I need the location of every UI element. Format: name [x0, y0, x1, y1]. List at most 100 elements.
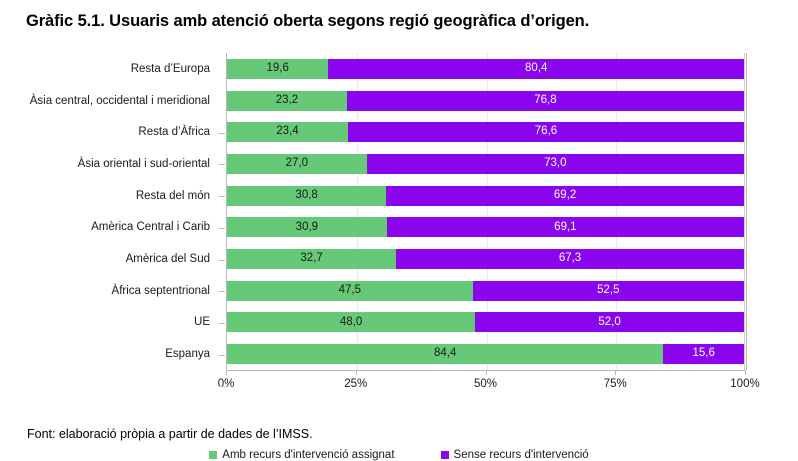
- bar-value-label: 69,1: [554, 220, 577, 233]
- y-axis-tick: [219, 386, 225, 388]
- legend-label: Sense recurs d'intervenció: [453, 449, 589, 461]
- bar-segment-without-resource[interactable]: 52,5: [472, 280, 744, 301]
- bar-value-label: 73,0: [544, 157, 567, 170]
- bar-segment-with-resource[interactable]: 48,0: [227, 312, 476, 333]
- bar-rows: 19,6 80,4 23,2 76,8 23,4 76,6 27,0 73,0 30,8 69,2…: [227, 53, 744, 370]
- bar-value-label: 69,2: [553, 188, 577, 201]
- bar-value-label: 76,6: [534, 125, 558, 138]
- bar-segment-with-resource[interactable]: 47,5: [227, 280, 473, 301]
- stacked-bar: 84,4 15,6: [227, 344, 744, 365]
- bar-row: 32,7 67,3: [227, 243, 744, 275]
- x-axis-tick-label: 50%: [473, 378, 498, 390]
- bar-value-label: 84,4: [433, 347, 457, 360]
- bar-segment-without-resource[interactable]: 80,4: [328, 58, 744, 79]
- y-axis-label: Àfrica septentrional: [111, 284, 210, 297]
- y-axis-tick: [219, 227, 225, 229]
- y-axis-tick: [219, 291, 225, 293]
- y-axis-tick: [219, 259, 225, 261]
- bar-segment-with-resource[interactable]: 32,7: [227, 249, 397, 270]
- stacked-bar: 23,4 76,6: [227, 122, 744, 143]
- bar-value-label: 80,4: [524, 62, 548, 75]
- bar-row: 23,4 76,6: [227, 116, 744, 148]
- x-axis-tick: [615, 370, 617, 375]
- footnote: Font: elaboració pròpia a partir de dade…: [27, 427, 313, 441]
- bar-value-label: 23,2: [275, 93, 299, 106]
- bar-segment-with-resource[interactable]: 23,4: [227, 122, 348, 143]
- bar-segment-without-resource[interactable]: 76,8: [346, 90, 744, 111]
- bar-value-label: 52,0: [598, 315, 621, 328]
- x-axis-tick-label: 100%: [730, 378, 760, 390]
- bar-value-label: 23,4: [276, 125, 299, 138]
- chart-container: Resta d’Europa Àsia central, occidental i…: [0, 48, 798, 461]
- bar-segment-without-resource[interactable]: 69,2: [386, 185, 744, 206]
- gridline: [356, 53, 358, 370]
- gridline: [486, 53, 488, 370]
- bar-segment-without-resource[interactable]: 73,0: [366, 153, 744, 174]
- bar-value-label: 76,8: [534, 93, 557, 106]
- y-axis-tick: [219, 196, 225, 198]
- legend-item[interactable]: Sense recurs d'intervenció: [440, 449, 589, 461]
- bar-segment-without-resource[interactable]: 76,6: [347, 122, 744, 143]
- x-axis-tick: [485, 370, 487, 375]
- y-axis-label: Resta d’Àfrica: [138, 126, 210, 139]
- bar-value-label: 15,6: [692, 347, 715, 360]
- stacked-bar: 19,6 80,4: [227, 58, 744, 79]
- y-axis-label: Amèrica del Sud: [125, 253, 210, 266]
- y-axis-tick: [219, 164, 225, 166]
- stacked-bar: 27,0 73,0: [227, 153, 744, 174]
- x-axis-tick: [745, 370, 746, 375]
- bar-segment-with-resource[interactable]: 27,0: [227, 153, 367, 174]
- y-axis-label: Resta d’Europa: [130, 62, 210, 75]
- bar-segment-with-resource[interactable]: 30,9: [227, 217, 387, 238]
- x-axis-tick-label: 25%: [344, 378, 368, 390]
- bar-value-label: 48,0: [339, 315, 363, 328]
- bar-segment-with-resource[interactable]: 23,2: [227, 90, 347, 111]
- bar-segment-without-resource[interactable]: 69,1: [386, 217, 744, 238]
- bar-row: 30,9 69,1: [227, 212, 744, 244]
- stacked-bar: 30,9 69,1: [227, 217, 744, 238]
- bar-row: 48,0 52,0: [227, 307, 744, 339]
- bar-value-label: 52,5: [597, 283, 620, 296]
- bar-value-label: 27,0: [285, 157, 308, 170]
- y-axis-label: Resta del món: [135, 189, 210, 202]
- y-axis-label: Espanya: [165, 348, 210, 361]
- bar-segment-without-resource[interactable]: 67,3: [396, 249, 744, 270]
- x-axis-tick-label: 0%: [217, 378, 235, 390]
- legend-label: Amb recurs d'intervenció assignat: [222, 449, 395, 461]
- stacked-bar: 47,5 52,5: [227, 280, 744, 301]
- bar-segment-without-resource[interactable]: 15,6: [663, 344, 744, 365]
- legend-swatch-icon: [440, 451, 449, 459]
- bar-row: 19,6 80,4: [227, 53, 744, 85]
- bar-value-label: 30,9: [295, 220, 319, 233]
- bar-segment-with-resource[interactable]: 84,4: [227, 344, 664, 365]
- page-title: Gràfic 5.1. Usuaris amb atenció oberta s…: [26, 12, 590, 30]
- bar-segment-with-resource[interactable]: 19,6: [227, 58, 329, 79]
- bar-row: 84,4 15,6: [227, 338, 744, 370]
- bar-value-label: 67,3: [558, 252, 582, 265]
- plot-area: 19,6 80,4 23,2 76,8 23,4 76,6 27,0 73,0 30,8 69,2…: [226, 53, 747, 370]
- legend-swatch-icon: [209, 451, 218, 459]
- y-axis-label: Amèrica Central i Carib: [91, 221, 210, 234]
- bar-segment-without-resource[interactable]: 52,0: [475, 312, 744, 333]
- bar-value-label: 30,8: [295, 188, 318, 201]
- y-axis-label: Àsia oriental i sud-oriental: [77, 157, 210, 170]
- x-axis-tick: [226, 370, 227, 375]
- bar-value-label: 32,7: [300, 252, 323, 265]
- legend-item[interactable]: Amb recurs d'intervenció assignat: [209, 449, 395, 461]
- y-axis-tick: [219, 132, 225, 134]
- y-axis-labels: Resta d’Europa Àsia central, occidental i…: [0, 53, 218, 370]
- y-axis-label: Àsia central, occidental i meridional: [29, 94, 210, 107]
- stacked-bar: 23,2 76,8: [227, 90, 744, 111]
- bar-row: 47,5 52,5: [227, 275, 744, 307]
- bar-segment-with-resource[interactable]: 30,8: [227, 185, 387, 206]
- bar-value-label: 47,5: [338, 283, 361, 296]
- gridline: [746, 53, 747, 370]
- stacked-bar: 32,7 67,3: [227, 249, 744, 270]
- y-axis-tick: [219, 322, 225, 324]
- bar-value-label: 19,6: [266, 62, 289, 75]
- y-axis-tick: [219, 354, 225, 356]
- bar-row: 23,2 76,8: [227, 85, 744, 117]
- x-axis-tick-label: 75%: [603, 378, 627, 390]
- chart-legend: Amb recurs d'intervenció assignat Sense r…: [0, 449, 798, 461]
